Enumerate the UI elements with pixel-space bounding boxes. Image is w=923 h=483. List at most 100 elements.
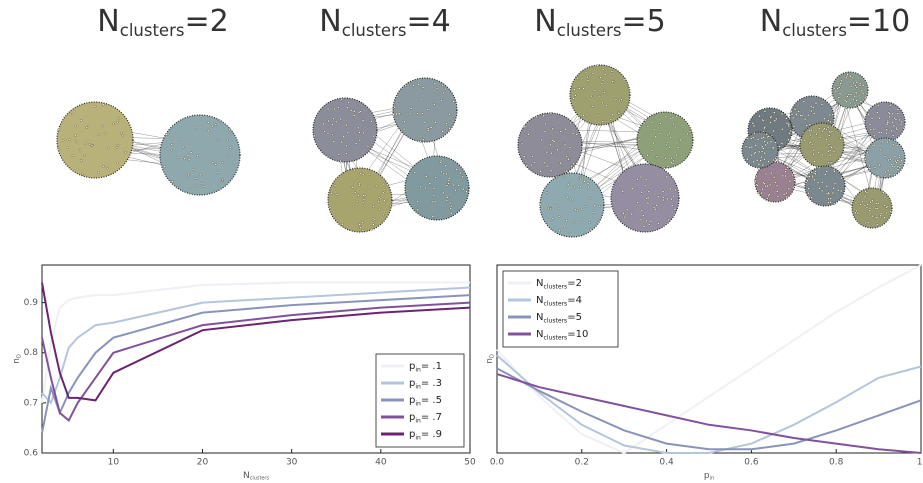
node bbox=[832, 150, 836, 153]
node bbox=[559, 162, 562, 165]
series-line bbox=[41, 282, 471, 402]
label-part: p bbox=[704, 471, 710, 481]
node bbox=[84, 142, 87, 145]
node bbox=[435, 87, 439, 90]
node bbox=[827, 143, 831, 146]
node bbox=[588, 221, 591, 224]
node bbox=[74, 140, 78, 143]
node bbox=[744, 145, 748, 148]
node bbox=[855, 81, 858, 84]
node bbox=[880, 131, 883, 134]
node bbox=[644, 184, 647, 187]
node bbox=[571, 198, 574, 202]
node bbox=[603, 73, 607, 76]
node bbox=[631, 187, 634, 190]
node bbox=[813, 178, 816, 182]
node bbox=[358, 183, 361, 187]
node bbox=[849, 84, 853, 88]
legend-label: Nclusters=10 bbox=[536, 329, 588, 341]
node bbox=[66, 146, 69, 149]
node bbox=[189, 151, 193, 154]
node bbox=[221, 178, 224, 181]
node bbox=[812, 106, 815, 109]
node bbox=[379, 197, 383, 201]
node bbox=[664, 157, 667, 160]
node bbox=[93, 105, 97, 108]
node bbox=[354, 191, 357, 194]
x-tick-label: 20 bbox=[197, 458, 209, 468]
subscript: clusters bbox=[342, 21, 407, 40]
node bbox=[829, 154, 832, 157]
network bbox=[56, 101, 241, 196]
node bbox=[599, 76, 602, 79]
cluster bbox=[610, 163, 680, 233]
node bbox=[898, 166, 902, 169]
label-part: n bbox=[485, 358, 495, 364]
node bbox=[445, 122, 448, 125]
node bbox=[827, 201, 830, 204]
subscript: clusters bbox=[250, 475, 270, 481]
y-tick-label: 0.9 bbox=[24, 298, 39, 308]
node bbox=[211, 125, 214, 128]
label-part: n bbox=[12, 358, 22, 364]
x-axis-label: pin bbox=[704, 471, 714, 482]
node bbox=[431, 215, 435, 218]
node bbox=[896, 168, 900, 171]
node bbox=[121, 134, 125, 137]
node bbox=[666, 197, 669, 200]
node bbox=[820, 189, 824, 193]
node bbox=[795, 113, 798, 116]
node bbox=[818, 127, 821, 130]
node bbox=[228, 128, 231, 131]
node bbox=[875, 207, 879, 210]
node bbox=[776, 195, 779, 198]
node bbox=[785, 191, 788, 195]
node bbox=[630, 213, 633, 216]
node bbox=[845, 106, 848, 109]
y-axis-label: nD bbox=[12, 354, 23, 364]
node bbox=[757, 163, 761, 166]
node bbox=[886, 141, 889, 144]
node bbox=[609, 72, 613, 76]
node bbox=[888, 112, 891, 115]
node bbox=[664, 115, 668, 118]
node bbox=[432, 194, 436, 197]
node bbox=[754, 144, 757, 147]
node bbox=[361, 119, 365, 122]
node bbox=[847, 93, 850, 96]
node bbox=[598, 205, 601, 208]
node bbox=[746, 158, 749, 161]
node bbox=[827, 197, 830, 200]
node bbox=[763, 151, 766, 155]
node bbox=[828, 130, 831, 134]
node bbox=[764, 185, 767, 188]
node bbox=[81, 172, 84, 176]
node bbox=[448, 127, 451, 130]
node bbox=[809, 133, 812, 137]
node bbox=[829, 200, 832, 204]
node bbox=[869, 201, 872, 204]
node bbox=[398, 112, 401, 115]
label-part: N bbox=[536, 312, 543, 323]
node bbox=[563, 143, 567, 146]
node bbox=[340, 98, 343, 101]
node bbox=[83, 153, 86, 157]
node bbox=[565, 170, 568, 173]
node bbox=[622, 212, 625, 215]
node bbox=[679, 138, 682, 142]
subscript: in bbox=[415, 366, 421, 373]
label-part: = .7 bbox=[421, 412, 442, 423]
node bbox=[849, 101, 852, 105]
node bbox=[214, 123, 218, 126]
node bbox=[784, 174, 787, 178]
node bbox=[787, 138, 790, 141]
node bbox=[179, 138, 183, 141]
node bbox=[867, 113, 870, 116]
node bbox=[358, 223, 361, 226]
node bbox=[862, 84, 865, 87]
node bbox=[412, 84, 415, 87]
node bbox=[832, 168, 836, 171]
node bbox=[601, 79, 605, 82]
node bbox=[450, 212, 453, 215]
node bbox=[170, 143, 173, 146]
